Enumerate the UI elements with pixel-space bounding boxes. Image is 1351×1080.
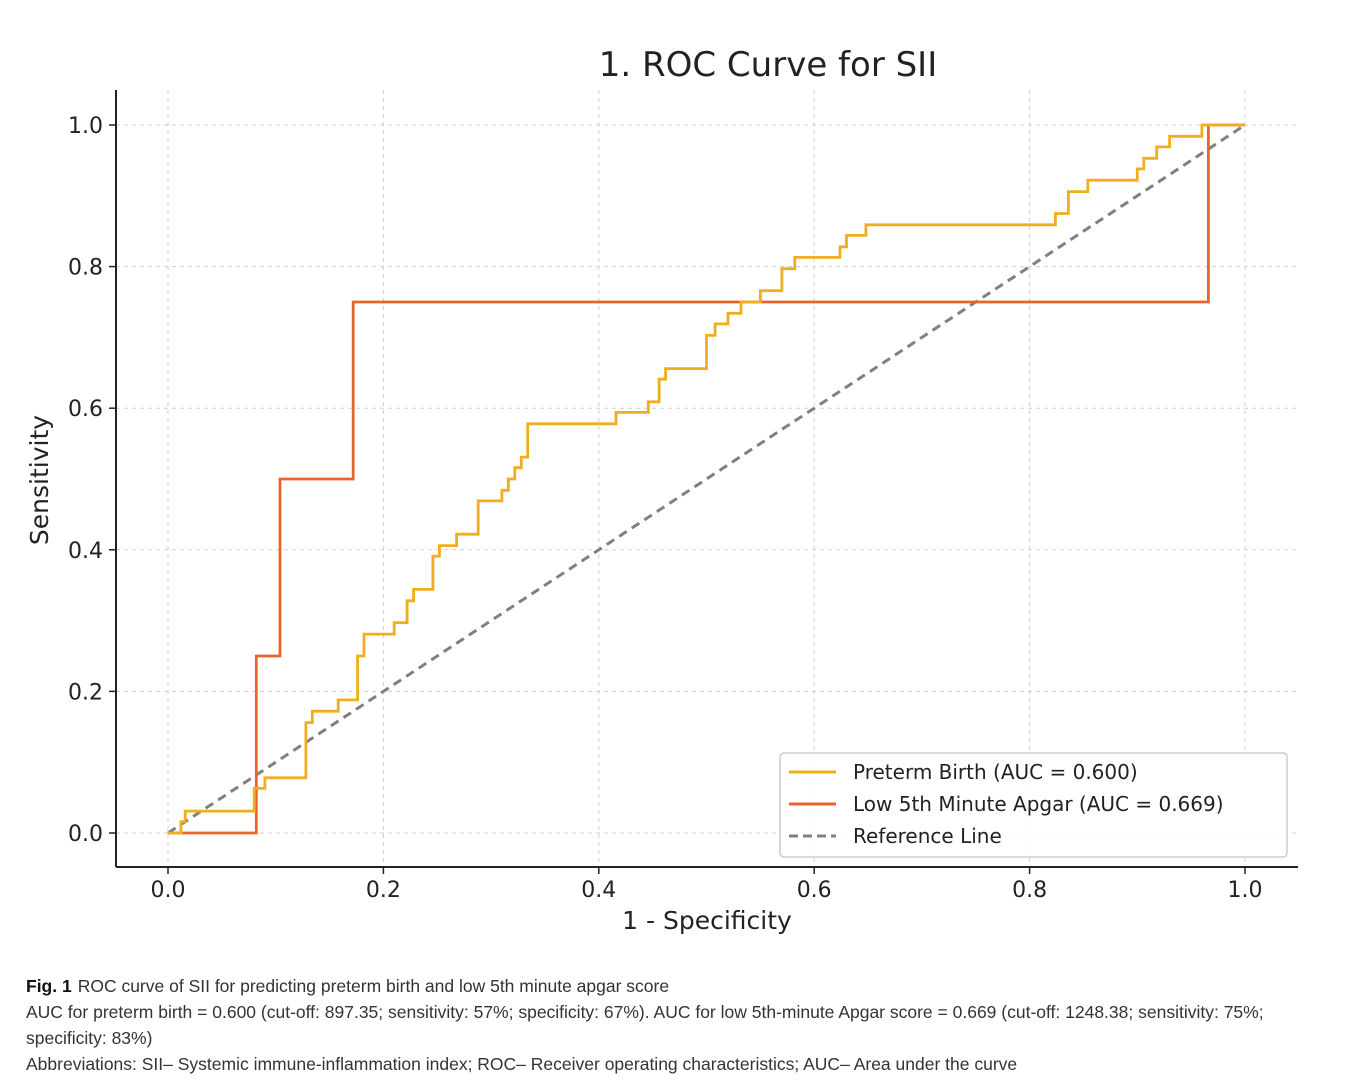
x-tick-label: 1.0 [1228, 878, 1263, 903]
series-low-apgar-line [168, 123, 1245, 835]
x-tick-label: 0.4 [581, 878, 616, 903]
x-tick-label: 0.2 [366, 878, 401, 903]
legend-box [779, 752, 1288, 858]
chart-title: 1. ROC Curve for SII [599, 45, 938, 85]
series [167, 123, 1246, 835]
series-reference-line [167, 123, 1246, 835]
series-preterm-birth-line [168, 123, 1245, 835]
x-tick-label: 0.8 [1012, 878, 1047, 903]
legend-label-apgar: Low 5th Minute Apgar (AUC = 0.669) [853, 792, 1224, 816]
x-tick-label: 0.6 [797, 878, 832, 903]
y-tick-label: 0.8 [68, 256, 103, 281]
caption-abbreviations: Abbreviations: SII– Systemic immune-infl… [26, 1054, 1018, 1074]
legend-label-preterm: Preterm Birth (AUC = 0.600) [853, 760, 1138, 784]
legend-label-reference: Reference Line [853, 824, 1002, 848]
y-tick-label: 0.0 [68, 822, 103, 847]
caption-title: ROC curve of SII for predicting preterm … [77, 976, 670, 996]
y-tick-label: 0.2 [68, 680, 103, 705]
figure-label: Fig. 1 [26, 976, 72, 996]
caption-details: AUC for preterm birth = 0.600 (cut-off: … [26, 1002, 1264, 1048]
legend: Preterm Birth (AUC = 0.600) Low 5th Minu… [779, 752, 1288, 858]
figure-caption: Fig. 1 ROC curve of SII for predicting pr… [26, 973, 1326, 1077]
y-tick-label: 0.6 [68, 397, 103, 422]
x-tick-label: 0.0 [151, 878, 186, 903]
axes [115, 90, 1298, 868]
y-tick-label: 0.4 [68, 539, 103, 564]
y-axis-title: Sensitivity [25, 415, 54, 545]
y-tick-label: 1.0 [68, 114, 103, 139]
roc-chart: 1. ROC Curve for SII 0.0 0.2 0.4 0.6 0.8 1.00… [25, 45, 1298, 935]
ticks: 0.0 0.2 0.4 0.6 0.8 1.0 0.0 0.2 0.4 0.6 0.8 1.0 [68, 114, 1263, 903]
x-axis-title: 1 - Specificity [622, 906, 792, 935]
